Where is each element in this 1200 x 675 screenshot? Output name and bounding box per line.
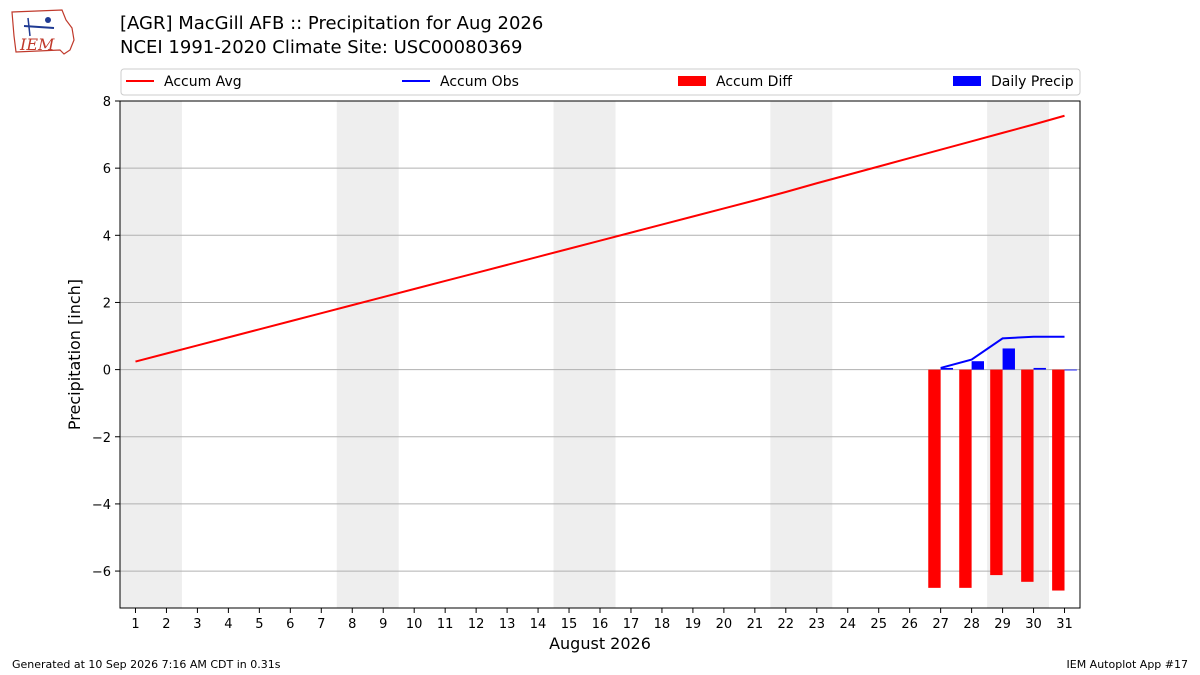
accum-diff-bar xyxy=(959,369,972,588)
x-tick-label: 18 xyxy=(654,617,671,632)
x-tick-label: 13 xyxy=(499,617,516,632)
x-axis-ticks: 1 2 3 4 5 6 7 8 9 10 11 12 13 14 15 16 17 18 19 20 21 22 23 24 2… xyxy=(131,608,1073,632)
legend-label: Accum Obs xyxy=(440,74,519,90)
weekend-band xyxy=(553,101,616,608)
x-tick-label: 16 xyxy=(592,617,609,632)
daily-precip-bar xyxy=(940,367,954,370)
accum-diff-bar xyxy=(990,369,1003,576)
weekend-band xyxy=(770,101,833,608)
x-tick-label: 4 xyxy=(224,617,232,632)
x-tick-label: 9 xyxy=(379,617,387,632)
weekend-band xyxy=(336,101,399,608)
x-tick-label: 24 xyxy=(839,617,856,632)
x-tick-label: 2 xyxy=(162,617,170,632)
x-tick-label: 29 xyxy=(994,617,1011,632)
x-tick-label: 17 xyxy=(623,617,640,632)
daily-precip-bar xyxy=(1002,348,1015,370)
y-tick-label: −6 xyxy=(92,565,111,580)
legend: Accum Avg Accum Obs Accum Diff Daily Precip xyxy=(120,68,1081,96)
x-tick-label: 27 xyxy=(932,617,949,632)
x-tick-label: 25 xyxy=(870,617,887,632)
x-tick-label: 7 xyxy=(317,617,325,632)
logo-text: IEM xyxy=(19,35,55,54)
y-tick-label: −2 xyxy=(92,431,111,446)
x-tick-label: 1 xyxy=(131,617,139,632)
legend-swatch-bar xyxy=(953,76,981,86)
x-tick-label: 10 xyxy=(406,617,423,632)
y-tick-label: −4 xyxy=(92,498,111,513)
chart-title: [AGR] MacGill AFB :: Precipitation for A… xyxy=(120,13,544,34)
footer-app: IEM Autoplot App #17 xyxy=(1066,658,1189,671)
y-tick-label: 8 xyxy=(103,95,111,110)
x-tick-label: 21 xyxy=(747,617,764,632)
daily-precip-bar xyxy=(971,361,984,370)
x-tick-label: 19 xyxy=(685,617,702,632)
x-tick-label: 6 xyxy=(286,617,294,632)
accum-avg-line xyxy=(135,114,1065,363)
legend-box xyxy=(120,68,1081,96)
line-marks xyxy=(135,114,1065,369)
x-tick-label: 5 xyxy=(255,617,263,632)
weekend-shading xyxy=(120,101,1050,608)
x-tick-label: 23 xyxy=(809,617,826,632)
x-tick-label: 28 xyxy=(963,617,980,632)
x-tick-label: 26 xyxy=(901,617,918,632)
y-tick-label: 6 xyxy=(103,162,111,177)
accum-diff-bar xyxy=(1021,369,1034,582)
footer-generated: Generated at 10 Sep 2026 7:16 AM CDT in … xyxy=(12,658,281,671)
daily-precip-bar xyxy=(1064,369,1077,371)
x-axis-label: August 2026 xyxy=(549,634,651,653)
y-axis-ticks: −6 −4 −2 0 2 4 6 8 xyxy=(92,95,120,580)
daily-precip-bar xyxy=(1033,367,1046,370)
x-tick-label: 3 xyxy=(193,617,201,632)
x-tick-label: 22 xyxy=(778,617,795,632)
iem-logo: IEM xyxy=(11,9,75,55)
accum-diff-bar xyxy=(1052,369,1065,591)
accum-diff-bar xyxy=(928,369,941,588)
weekend-band xyxy=(120,101,182,608)
x-tick-label: 30 xyxy=(1025,617,1042,632)
x-tick-label: 15 xyxy=(561,617,578,632)
accum-obs-line xyxy=(940,335,1065,369)
x-tick-label: 14 xyxy=(530,617,547,632)
legend-swatch-bar xyxy=(678,76,706,86)
legend-label: Accum Diff xyxy=(716,74,792,90)
x-tick-label: 31 xyxy=(1056,617,1073,632)
x-tick-label: 12 xyxy=(468,617,485,632)
x-tick-label: 8 xyxy=(348,617,356,632)
x-tick-label: 20 xyxy=(716,617,733,632)
y-tick-label: 4 xyxy=(103,229,111,244)
x-tick-label: 11 xyxy=(437,617,454,632)
legend-label: Accum Avg xyxy=(164,74,242,90)
legend-label: Daily Precip xyxy=(991,74,1074,90)
bar-marks xyxy=(928,348,1077,591)
y-tick-label: 0 xyxy=(103,364,111,379)
y-axis-label: Precipitation [inch] xyxy=(65,279,84,430)
chart-subtitle: NCEI 1991-2020 Climate Site: USC00080369 xyxy=(120,37,523,58)
y-tick-label: 2 xyxy=(103,296,111,311)
